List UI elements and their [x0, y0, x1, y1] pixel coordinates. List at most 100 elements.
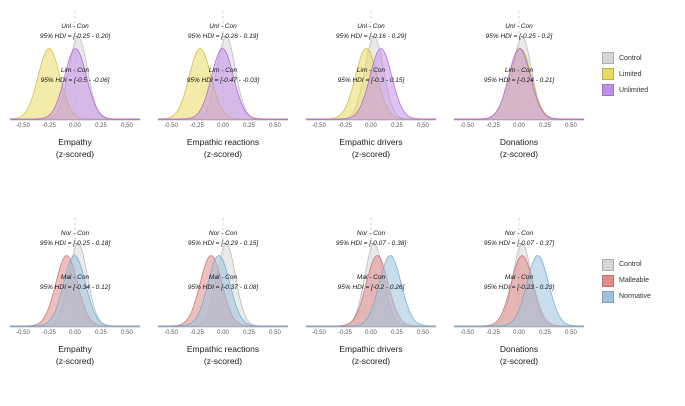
density-panel-donations-bottom: Nor - Con 95% HDI = [-0.07 - 0.37] Mal -…	[454, 215, 584, 368]
density-curves	[454, 217, 584, 327]
plot-area: Unl - Con 95% HDI = [-0.25 - 0.20] Lim -…	[10, 8, 140, 121]
x-axis-ticks: -0.50 -0.25 0.00 0.25 0.50	[306, 123, 436, 132]
legend-item-malleable: Malleable	[602, 274, 651, 287]
axis-title: Empathy (z-scored)	[10, 137, 140, 161]
axis-title-line1: Empathic reactions	[186, 343, 260, 354]
x-tick-label: -0.50	[16, 329, 30, 336]
density-panel-empathy-bottom: Nor - Con 95% HDI = [-0.25 - 0.18] Mal -…	[10, 215, 140, 368]
x-tick-label: -0.50	[16, 123, 30, 129]
legend-item-unlimited: Unlimited	[602, 84, 648, 96]
legend-item-normative: Normative	[602, 290, 651, 303]
axis-title-line1: Empathy	[58, 343, 92, 354]
density-curves	[10, 217, 140, 327]
axis-title: Empathic drivers (z-scored)	[306, 137, 436, 161]
axis-title: Empathy (z-scored)	[10, 344, 140, 368]
axis-title-line2: (z-scored)	[351, 148, 391, 159]
density-curves	[10, 11, 140, 120]
x-tick-label: -0.25	[486, 329, 500, 336]
axis-title-line1: Donations	[499, 137, 539, 147]
plot-area: Nor - Con 95% HDI = [-0.07 - 0.37] Mal -…	[454, 215, 584, 328]
x-axis-ticks: -0.50 -0.25 0.00 0.25 0.50	[10, 123, 140, 132]
x-tick-label: 0.00	[513, 329, 525, 336]
x-tick-label: 0.00	[365, 329, 377, 336]
plot-area: Unl - Con 95% HDI = [-0.26 - 0.19] Lim -…	[158, 8, 288, 121]
density-panel-empathy-top: Unl - Con 95% HDI = [-0.25 - 0.20] Lim -…	[10, 8, 140, 161]
bottom-row: Nor - Con 95% HDI = [-0.25 - 0.18] Mal -…	[10, 215, 685, 368]
legend-label: Control	[619, 54, 642, 62]
x-tick-label: 0.00	[365, 123, 377, 129]
x-tick-label: 0.25	[95, 123, 107, 129]
axis-title: Donations (z-scored)	[454, 137, 584, 161]
density-curves	[158, 217, 288, 327]
x-tick-label: -0.25	[190, 329, 204, 336]
plot-area: Unl - Con 95% HDI = [-0.25 - 0.2] Lim - …	[454, 8, 584, 121]
axis-title-line2: (z-scored)	[351, 355, 391, 366]
density-panel-empathic-reactions-bottom: Nor - Con 95% HDI = [-0.29 - 0.15] Mal -…	[158, 215, 288, 368]
axis-title-line2: (z-scored)	[499, 355, 539, 366]
legend-top: Control Limited Unlimited	[602, 52, 648, 100]
legend-label: Normative	[619, 293, 651, 301]
density-curves	[306, 217, 436, 327]
legend-label: Control	[619, 261, 642, 269]
x-axis-ticks: -0.50 -0.25 0.00 0.25 0.50	[10, 330, 140, 339]
legend-swatch-control	[602, 52, 614, 64]
axis-title: Donations (z-scored)	[454, 344, 584, 368]
x-tick-label: -0.25	[190, 123, 204, 129]
x-tick-label: -0.50	[460, 123, 474, 129]
x-tick-label: -0.50	[312, 329, 326, 336]
x-tick-label: 0.50	[269, 123, 281, 129]
axis-title: Empathic reactions (z-scored)	[158, 137, 288, 161]
x-tick-label: -0.25	[338, 329, 352, 336]
x-tick-label: 0.00	[69, 123, 81, 129]
density-curves	[158, 11, 288, 120]
x-tick-label: 0.25	[391, 123, 403, 129]
x-tick-label: 0.00	[217, 329, 229, 336]
x-axis-ticks: -0.50 -0.25 0.00 0.25 0.50	[454, 123, 584, 132]
x-axis-ticks: -0.50 -0.25 0.00 0.25 0.50	[454, 330, 584, 339]
x-tick-label: -0.50	[164, 123, 178, 129]
x-tick-label: 0.25	[243, 329, 255, 336]
top-row: Unl - Con 95% HDI = [-0.25 - 0.20] Lim -…	[10, 8, 685, 161]
legend-bottom: Control Malleable Normative	[602, 258, 651, 307]
axis-title-line2: (z-scored)	[203, 148, 243, 159]
x-tick-label: 0.50	[565, 329, 577, 336]
legend-item-limited: Limited	[602, 68, 648, 80]
x-tick-label: -0.25	[42, 123, 56, 129]
axis-title-line1: Empathic reactions	[186, 137, 260, 147]
axis-title-line2: (z-scored)	[55, 148, 95, 159]
x-tick-label: 0.25	[539, 329, 551, 336]
x-tick-label: -0.50	[460, 329, 474, 336]
legend-label: Unlimited	[619, 86, 649, 94]
legend-item-control: Control	[602, 258, 651, 271]
x-tick-label: -0.25	[338, 123, 352, 129]
density-panel-empathic-drivers-bottom: Nor - Con 95% HDI = [-0.07 - 0.38] Mal -…	[306, 215, 436, 368]
axis-title-line1: Empathic drivers	[339, 137, 403, 147]
legend-swatch-malleable	[602, 274, 614, 287]
x-tick-label: 0.25	[243, 123, 255, 129]
axis-title-line1: Empathic drivers	[339, 343, 403, 354]
legend-item-control: Control	[602, 52, 648, 64]
x-axis-ticks: -0.50 -0.25 0.00 0.25 0.50	[158, 330, 288, 339]
density-panel-empathic-drivers-top: Unl - Con 95% HDI = [-0.16 - 0.29] Lim -…	[306, 8, 436, 161]
legend-swatch-limited	[602, 68, 614, 80]
legend-swatch-normative	[602, 290, 614, 303]
x-axis-ticks: -0.50 -0.25 0.00 0.25 0.50	[306, 330, 436, 339]
x-tick-label: 0.50	[417, 329, 429, 336]
plot-area: Nor - Con 95% HDI = [-0.29 - 0.15] Mal -…	[158, 215, 288, 328]
x-axis-ticks: -0.50 -0.25 0.00 0.25 0.50	[158, 123, 288, 132]
x-tick-label: 0.25	[391, 329, 403, 336]
x-tick-label: 0.00	[513, 123, 525, 129]
x-tick-label: 0.50	[269, 329, 281, 336]
figure: Unl - Con 95% HDI = [-0.25 - 0.20] Lim -…	[10, 8, 685, 368]
plot-area: Unl - Con 95% HDI = [-0.16 - 0.29] Lim -…	[306, 8, 436, 121]
axis-title: Empathic reactions (z-scored)	[158, 344, 288, 368]
x-tick-label: -0.25	[486, 123, 500, 129]
x-tick-label: 0.00	[69, 329, 81, 336]
density-panel-donations-top: Unl - Con 95% HDI = [-0.25 - 0.2] Lim - …	[454, 8, 584, 161]
axis-title: Empathic drivers (z-scored)	[306, 344, 436, 368]
x-tick-label: 0.25	[95, 329, 107, 336]
axis-title-line1: Donations	[499, 343, 539, 354]
density-curves	[454, 11, 584, 120]
legend-swatch-unlimited	[602, 84, 614, 96]
x-tick-label: -0.50	[312, 123, 326, 129]
